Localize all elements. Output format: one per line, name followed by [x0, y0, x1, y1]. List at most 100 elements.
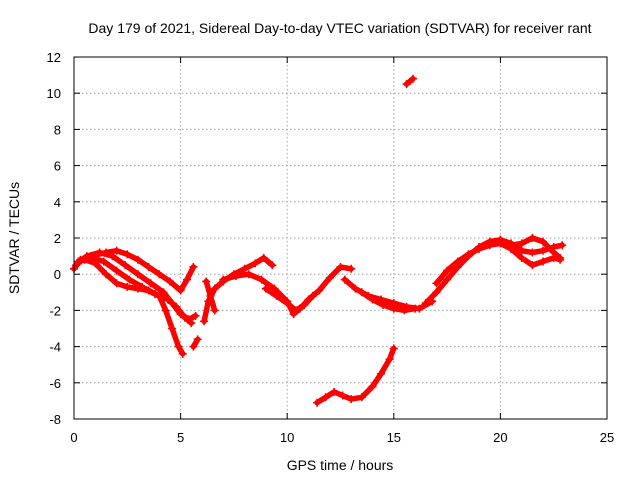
data-point-marker [528, 261, 537, 270]
series-arc-9 [263, 285, 316, 314]
data-point-marker [379, 300, 388, 309]
data-point-marker [168, 324, 177, 333]
data-point-marker [315, 286, 324, 295]
data-point-marker [80, 255, 89, 264]
data-point-marker [99, 257, 108, 266]
data-point-marker [283, 299, 292, 308]
data-point-marker [336, 262, 345, 271]
y-tick-label: 4 [54, 195, 61, 210]
y-tick-label: 10 [47, 86, 61, 101]
data-point-marker [144, 262, 153, 271]
data-point-marker [402, 80, 411, 89]
data-point-marker [389, 344, 398, 353]
y-tick-label: -6 [49, 376, 61, 391]
data-point-marker [191, 311, 200, 320]
data-point-marker [206, 291, 215, 300]
data-point-marker [528, 234, 537, 242]
data-point-marker [123, 250, 132, 259]
data-point-marker [517, 239, 526, 248]
data-point-marker [432, 279, 441, 288]
data-point-marker [232, 272, 241, 281]
data-point-marker [432, 288, 441, 297]
data-point-marker [475, 244, 484, 253]
series-arc-12 [314, 345, 397, 406]
y-axis-label: SDTVAR / TECUs [6, 182, 22, 294]
y-tick-label: 12 [47, 50, 61, 65]
data-point-marker [133, 284, 142, 293]
data-point-marker [189, 262, 198, 271]
data-point-marker [517, 253, 526, 262]
data-point-marker [257, 275, 266, 284]
data-point-marker [174, 342, 183, 351]
x-tick-label: 25 [600, 430, 614, 445]
data-point-marker [539, 257, 548, 266]
series-arc-13 [403, 75, 416, 87]
data-point-marker [408, 74, 417, 83]
y-tick-label: 0 [54, 267, 61, 282]
data-point-marker [528, 248, 537, 257]
data-point-marker [325, 273, 334, 282]
data-point-marker [539, 237, 548, 246]
y-tick-label: -8 [49, 412, 61, 427]
series-arc-4 [81, 256, 186, 357]
data-point-marker [411, 304, 420, 313]
data-point-marker [219, 275, 228, 284]
x-tick-label: 0 [70, 430, 77, 445]
data-point-marker [443, 266, 452, 275]
x-tick-label: 5 [177, 430, 184, 445]
data-point-marker [172, 302, 181, 311]
data-point-marker [347, 395, 356, 404]
data-point-marker [161, 306, 170, 315]
data-point-marker [321, 393, 330, 402]
data-point-marker [300, 300, 309, 309]
data-point-marker [144, 286, 153, 295]
data-point-marker [496, 235, 505, 244]
data-point-marker [377, 369, 386, 378]
data-point-marker [385, 355, 394, 364]
data-point-marker [182, 275, 191, 284]
data-point-marker [517, 246, 526, 255]
data-point-marker [313, 398, 322, 407]
data-point-marker [155, 270, 164, 279]
data-point-marker [91, 259, 100, 268]
y-tick-label: 6 [54, 159, 61, 174]
y-tick-label: 2 [54, 231, 61, 246]
plot-frame [73, 56, 608, 420]
y-tick-label: -4 [49, 340, 61, 355]
data-point-marker [421, 299, 430, 308]
data-point-marker [240, 264, 249, 273]
data-point-marker [180, 313, 189, 322]
data-point-marker [539, 246, 548, 255]
data-point-marker [259, 253, 268, 262]
data-point-marker [187, 319, 196, 328]
data-point-marker [95, 248, 104, 257]
data-point-marker [202, 277, 211, 286]
data-point-marker [178, 349, 187, 358]
data-point-marker [112, 266, 121, 275]
data-point-marker [163, 295, 172, 304]
data-point-marker [251, 259, 260, 268]
data-point-marker [443, 275, 452, 284]
data-point-marker [176, 286, 185, 295]
data-point-marker [507, 241, 516, 250]
data-point-marker [340, 275, 349, 284]
data-point-marker [357, 393, 366, 402]
data-point-marker [210, 306, 219, 315]
data-point-marker [368, 295, 377, 304]
data-point-marker [291, 306, 300, 315]
data-point-marker [368, 382, 377, 391]
data-point-marker [74, 257, 83, 266]
data-point-marker [112, 279, 121, 288]
x-tick-labels: 0 5 10 15 20 25 [70, 430, 614, 445]
data-point-marker [108, 252, 117, 261]
series-group [70, 74, 567, 407]
data-point-marker [272, 291, 281, 300]
data-point-marker [123, 282, 132, 291]
data-point-marker [558, 241, 567, 250]
data-point-marker [112, 246, 121, 255]
data-point-marker [389, 304, 398, 313]
data-point-marker [351, 284, 360, 293]
data-point-marker [338, 391, 347, 400]
data-point-marker [357, 288, 366, 297]
data-point-marker [556, 253, 565, 262]
